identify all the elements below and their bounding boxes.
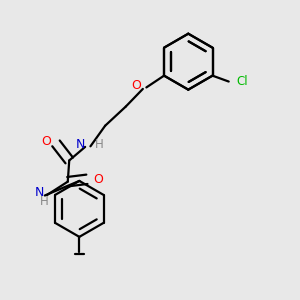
Text: N: N bbox=[34, 186, 44, 199]
Text: O: O bbox=[131, 80, 141, 92]
Text: N: N bbox=[76, 138, 85, 151]
Text: O: O bbox=[93, 173, 103, 186]
Text: O: O bbox=[41, 135, 51, 148]
Text: Cl: Cl bbox=[236, 75, 248, 88]
Text: H: H bbox=[95, 138, 103, 151]
Text: H: H bbox=[40, 195, 49, 208]
